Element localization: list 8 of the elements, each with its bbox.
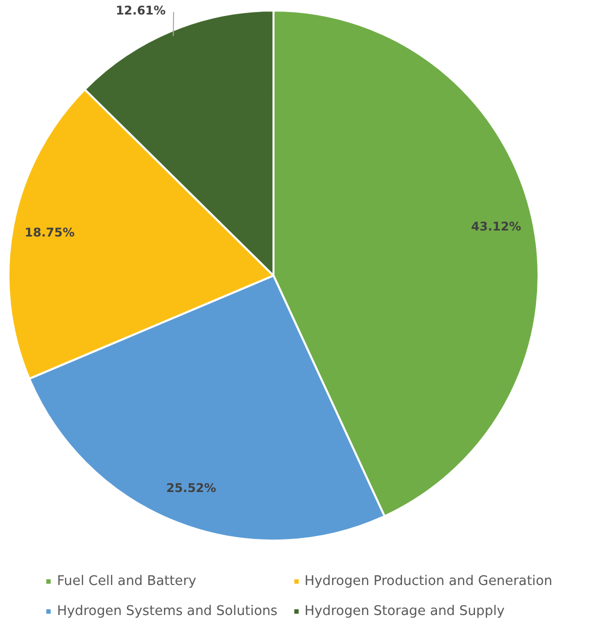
data-label: 25.52% — [166, 481, 216, 496]
legend-label: Hydrogen Systems and Solutions — [57, 603, 278, 619]
data-label: 43.12% — [471, 220, 522, 234]
data-label: 18.75% — [24, 226, 75, 240]
legend-label: Hydrogen Storage and Supply — [304, 603, 505, 619]
data-label: 12.61% — [116, 4, 166, 18]
legend-label: Fuel Cell and Battery — [57, 573, 196, 589]
legend-label: Hydrogen Production and Generation — [304, 573, 552, 589]
